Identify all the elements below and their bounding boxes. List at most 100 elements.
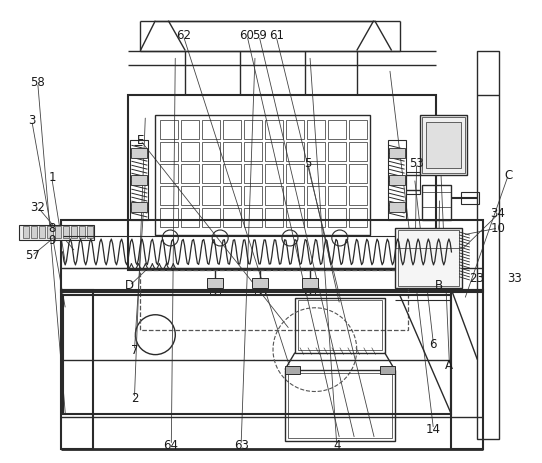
- Bar: [305, 288, 315, 295]
- Bar: [478, 50, 499, 439]
- Bar: [395, 228, 462, 288]
- Text: 23: 23: [469, 272, 484, 285]
- Bar: [160, 186, 178, 205]
- Bar: [207, 278, 223, 288]
- Bar: [328, 164, 346, 183]
- Bar: [307, 142, 325, 161]
- Bar: [223, 186, 241, 205]
- Bar: [307, 208, 325, 227]
- Bar: [223, 164, 241, 183]
- Bar: [63, 295, 451, 414]
- Bar: [47, 226, 53, 238]
- Bar: [160, 208, 178, 227]
- Bar: [181, 120, 199, 139]
- Bar: [23, 226, 29, 238]
- Text: 34: 34: [491, 207, 505, 220]
- Bar: [328, 186, 346, 205]
- Bar: [156, 115, 370, 235]
- Bar: [461, 192, 479, 204]
- Bar: [131, 175, 147, 185]
- Bar: [61, 220, 483, 292]
- Text: E: E: [137, 134, 144, 147]
- Text: 57: 57: [25, 250, 40, 263]
- Bar: [202, 208, 220, 227]
- Text: 1: 1: [48, 170, 56, 183]
- Text: 32: 32: [30, 200, 45, 213]
- Bar: [286, 142, 304, 161]
- Bar: [265, 142, 283, 161]
- Bar: [349, 164, 367, 183]
- Bar: [63, 226, 69, 238]
- Bar: [223, 120, 241, 139]
- Bar: [285, 369, 395, 441]
- Text: 10: 10: [491, 222, 505, 235]
- Text: D: D: [125, 279, 134, 292]
- Text: 2: 2: [131, 392, 139, 405]
- Bar: [70, 226, 76, 238]
- Bar: [265, 164, 283, 183]
- Text: 9: 9: [48, 234, 56, 247]
- Bar: [349, 142, 367, 161]
- Bar: [295, 298, 385, 353]
- Bar: [288, 373, 392, 438]
- Text: 4: 4: [333, 439, 341, 452]
- Bar: [380, 366, 395, 374]
- Bar: [79, 226, 85, 238]
- Text: 33: 33: [507, 272, 521, 285]
- Text: 53: 53: [410, 156, 424, 169]
- Bar: [405, 172, 420, 194]
- Bar: [328, 142, 346, 161]
- Bar: [285, 366, 300, 374]
- Text: C: C: [505, 169, 513, 181]
- Bar: [255, 288, 265, 295]
- Text: 62: 62: [176, 29, 191, 42]
- Text: 5: 5: [304, 156, 312, 169]
- Bar: [286, 208, 304, 227]
- Text: 6: 6: [429, 338, 437, 351]
- Bar: [328, 208, 346, 227]
- Bar: [160, 120, 178, 139]
- Bar: [328, 120, 346, 139]
- Bar: [388, 140, 405, 220]
- Bar: [422, 185, 451, 220]
- Bar: [298, 300, 382, 350]
- Text: 7: 7: [131, 344, 139, 357]
- Bar: [140, 270, 408, 330]
- Bar: [244, 142, 262, 161]
- Bar: [131, 140, 149, 220]
- Bar: [286, 186, 304, 205]
- Bar: [38, 226, 44, 238]
- Bar: [265, 208, 283, 227]
- Bar: [244, 186, 262, 205]
- Bar: [131, 202, 147, 212]
- Bar: [160, 164, 178, 183]
- Bar: [389, 175, 404, 185]
- Bar: [181, 186, 199, 205]
- Text: 8: 8: [48, 222, 56, 235]
- Bar: [451, 290, 483, 450]
- Bar: [131, 148, 147, 158]
- Bar: [244, 120, 262, 139]
- Bar: [302, 278, 318, 288]
- Bar: [422, 117, 466, 173]
- Bar: [223, 208, 241, 227]
- Bar: [307, 164, 325, 183]
- Bar: [265, 120, 283, 139]
- Bar: [244, 164, 262, 183]
- Bar: [244, 208, 262, 227]
- Bar: [286, 120, 304, 139]
- Text: 58: 58: [30, 76, 45, 89]
- Text: 3: 3: [29, 114, 36, 127]
- Bar: [307, 186, 325, 205]
- Bar: [87, 226, 93, 238]
- Bar: [202, 120, 220, 139]
- Bar: [389, 202, 404, 212]
- Bar: [181, 208, 199, 227]
- Bar: [265, 186, 283, 205]
- Bar: [349, 208, 367, 227]
- Bar: [55, 226, 61, 238]
- Bar: [160, 142, 178, 161]
- Text: 63: 63: [234, 439, 249, 452]
- Bar: [19, 225, 94, 240]
- Text: 59: 59: [251, 29, 267, 42]
